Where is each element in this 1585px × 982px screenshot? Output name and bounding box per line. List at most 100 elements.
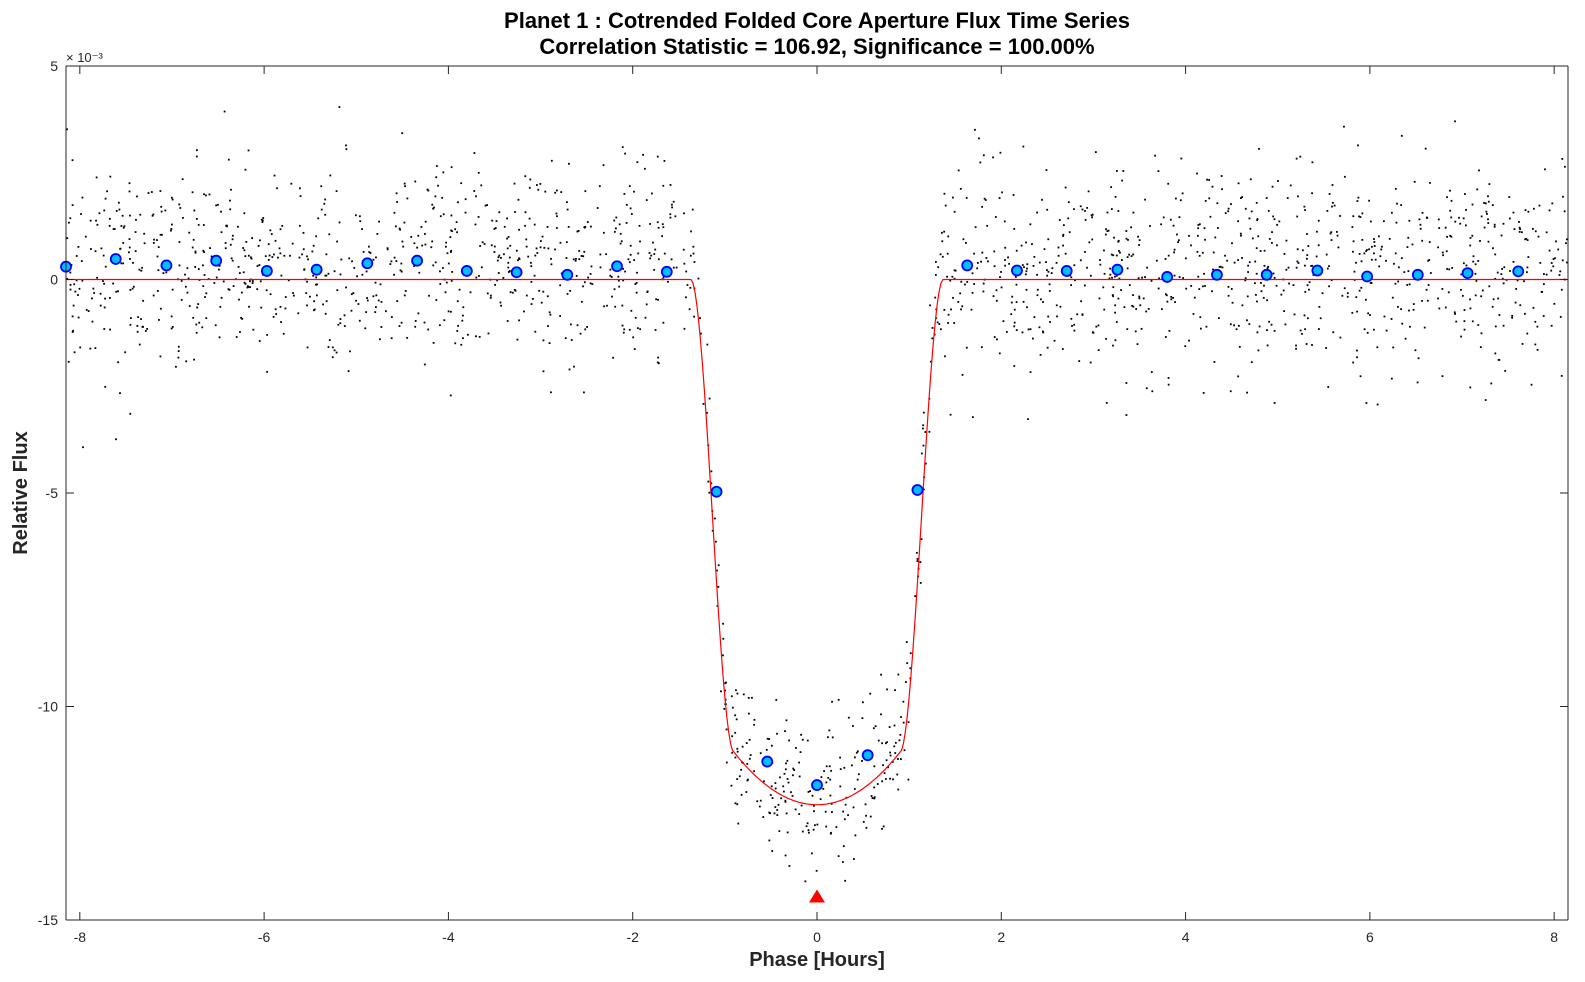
- flux-sample-dot: [922, 411, 925, 414]
- flux-sample-dot: [1176, 233, 1178, 236]
- flux-sample-dot: [1036, 294, 1039, 297]
- flux-sample-dot: [1454, 313, 1456, 315]
- flux-sample-dot: [1488, 285, 1491, 288]
- flux-sample-dot: [1477, 260, 1480, 262]
- flux-sample-dot: [992, 156, 994, 159]
- flux-sample-dot: [1557, 248, 1560, 251]
- flux-sample-dot: [1328, 265, 1330, 268]
- flux-sample-dot: [90, 248, 92, 250]
- flux-sample-dot: [995, 289, 998, 292]
- flux-sample-dot: [897, 788, 900, 791]
- flux-sample-dot: [324, 274, 327, 277]
- flux-sample-dot: [490, 244, 493, 247]
- flux-sample-dot: [156, 255, 159, 258]
- flux-sample-dot: [496, 279, 499, 282]
- flux-sample-dot: [271, 256, 274, 258]
- flux-sample-dot: [518, 228, 520, 231]
- flux-sample-dot: [708, 397, 711, 400]
- binned-average-point: [1361, 270, 1374, 283]
- flux-sample-dot: [835, 826, 838, 828]
- flux-sample-dot: [1040, 298, 1042, 301]
- x-tick-label: -6: [258, 929, 271, 945]
- flux-sample-dot: [534, 254, 537, 257]
- flux-sample-dot: [584, 190, 587, 193]
- flux-sample-dot: [66, 128, 68, 131]
- binned-average-point: [861, 749, 874, 762]
- flux-sample-dot: [770, 785, 773, 788]
- flux-sample-dot: [656, 155, 659, 158]
- flux-sample-dot: [827, 776, 830, 779]
- flux-sample-dot: [1537, 235, 1540, 238]
- flux-sample-dot: [1128, 253, 1131, 256]
- flux-sample-dot: [108, 217, 111, 220]
- flux-sample-dot: [734, 714, 737, 717]
- flux-sample-dot: [71, 159, 74, 162]
- flux-sample-dot: [188, 305, 191, 307]
- flux-sample-dot: [663, 252, 666, 255]
- flux-sample-dot: [1329, 232, 1332, 235]
- flux-sample-dot: [1542, 283, 1545, 286]
- flux-sample-dot: [935, 261, 937, 263]
- flux-sample-dot: [769, 794, 772, 796]
- flux-sample-dot: [438, 324, 441, 327]
- flux-sample-dot: [180, 299, 183, 301]
- flux-sample-dot: [527, 255, 530, 258]
- flux-sample-dot: [1111, 294, 1114, 296]
- flux-sample-dot: [75, 255, 78, 257]
- flux-sample-dot: [1224, 212, 1227, 215]
- flux-sample-dot: [247, 149, 250, 152]
- flux-sample-dot: [1226, 259, 1229, 262]
- flux-sample-dot: [897, 673, 900, 676]
- flux-sample-dot: [79, 346, 82, 349]
- flux-sample-dot: [898, 739, 901, 742]
- flux-sample-dot: [1311, 344, 1313, 346]
- flux-sample-dot: [633, 348, 636, 350]
- flux-sample-dot: [1425, 216, 1428, 219]
- flux-sample-dot: [1204, 238, 1206, 241]
- flux-sample-dot: [934, 274, 937, 276]
- flux-sample-dot: [964, 283, 966, 286]
- flux-sample-dot: [801, 738, 804, 741]
- flux-sample-dot: [279, 305, 282, 308]
- flux-sample-dot: [652, 241, 654, 244]
- flux-sample-dot: [596, 207, 599, 209]
- flux-sample-dot: [636, 161, 639, 164]
- flux-sample-dot: [1409, 325, 1411, 328]
- flux-sample-dot: [241, 317, 244, 320]
- flux-sample-dot: [805, 825, 808, 828]
- flux-sample-dot: [1394, 282, 1397, 285]
- flux-sample-dot: [1144, 276, 1146, 278]
- flux-sample-dot: [1396, 202, 1398, 205]
- flux-sample-dot: [444, 291, 447, 294]
- flux-sample-dot: [306, 346, 309, 349]
- flux-sample-dot: [406, 336, 409, 339]
- flux-sample-dot: [815, 869, 818, 872]
- flux-sample-dot: [736, 692, 739, 695]
- flux-sample-dot: [1474, 294, 1477, 297]
- flux-sample-dot: [279, 228, 282, 231]
- flux-sample-dot: [537, 188, 540, 191]
- transit-model-curve: [66, 278, 1568, 806]
- flux-sample-dot: [136, 325, 139, 327]
- flux-sample-dot: [1361, 238, 1364, 241]
- flux-sample-dot: [1076, 313, 1079, 316]
- flux-sample-dot: [1343, 175, 1346, 178]
- flux-sample-dot: [390, 316, 393, 318]
- flux-sample-dot: [1307, 245, 1310, 247]
- flux-sample-dot: [1304, 328, 1306, 331]
- flux-sample-dot: [1024, 273, 1027, 276]
- flux-sample-dot: [1427, 259, 1430, 262]
- flux-sample-dot: [606, 304, 608, 307]
- flux-sample-dot: [372, 258, 375, 261]
- flux-sample-dot: [1118, 250, 1120, 252]
- flux-sample-dot: [578, 250, 581, 252]
- flux-sample-dot: [953, 277, 956, 280]
- flux-sample-dot: [1538, 204, 1541, 207]
- flux-sample-dot: [507, 236, 510, 238]
- flux-sample-dot: [929, 304, 931, 307]
- flux-sample-dot: [1000, 271, 1002, 273]
- flux-sample-dot: [784, 800, 787, 803]
- flux-sample-dot: [1545, 231, 1548, 234]
- flux-sample-dot: [629, 244, 632, 247]
- flux-sample-dot: [1026, 263, 1029, 266]
